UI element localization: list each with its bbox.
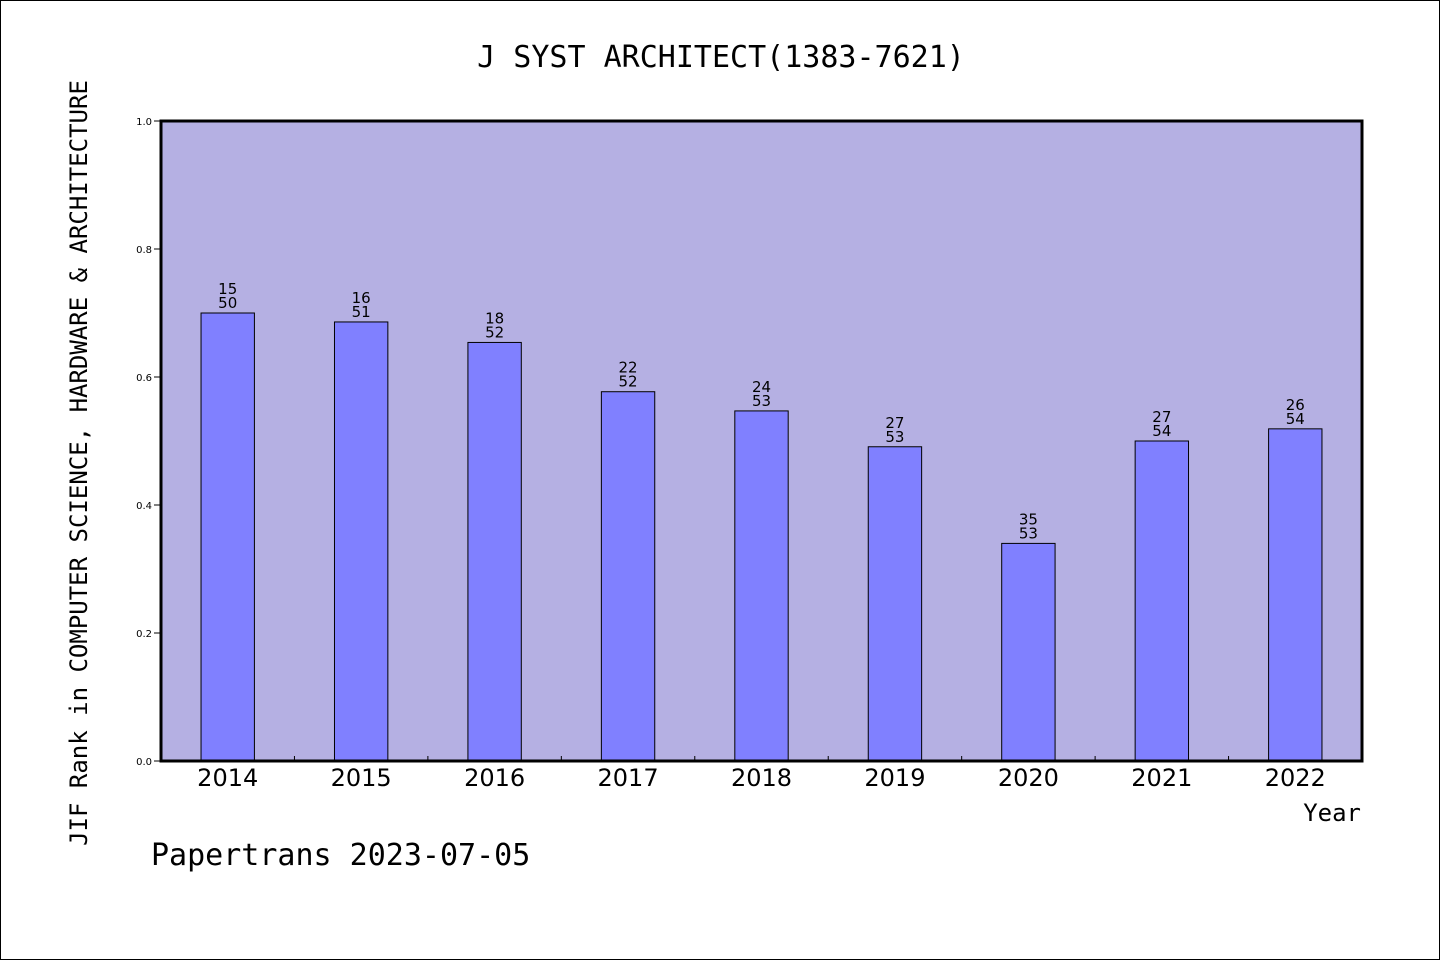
x-axis-ticks: 2014 2015 2016 2017 2018 2019 2020 2021 2022 [197,756,1326,792]
bar-label-top-2017: 22 [619,359,638,377]
bar-label-top-2015: 16 [352,289,371,307]
bar-2017 [600,391,656,762]
bar-2019 [867,446,923,762]
bar-label-top-2019: 27 [885,414,904,432]
chart-title: J SYST ARCHITECT(1383-7621) [477,40,965,75]
plot-border [159,119,1364,763]
footer-text: Papertrans 2023-07-05 [151,838,530,873]
x-tick-label-2017: 2017 [598,764,659,792]
x-tick-label-2016: 2016 [464,764,525,792]
bars-layer [200,312,1323,762]
bar-2014 [200,312,255,762]
x-tick-label-2020: 2020 [998,764,1059,792]
bar-label-bottom-2016: 52 [485,323,504,341]
bar-2021 [1134,440,1190,762]
x-axis-label: Year [1303,799,1361,827]
y-tick-label: 0.2 [136,629,152,640]
bar-label-top-2018: 24 [752,378,771,396]
bar-label-top-2022: 26 [1286,396,1305,414]
x-tick-label-2018: 2018 [731,764,792,792]
bar-label-bottom-2021: 54 [1152,422,1171,440]
x-tick-label-2015: 2015 [331,764,392,792]
x-tick-label-2021: 2021 [1131,764,1192,792]
bar-label-top-2016: 18 [485,309,504,327]
y-tick-label: 0.6 [136,373,152,384]
x-tick-label-2014: 2014 [197,764,258,792]
bar-label-bottom-2018: 53 [752,392,771,410]
bar-2018 [734,410,789,762]
x-tick-label-2019: 2019 [864,764,925,792]
bar-label-bottom-2022: 54 [1286,410,1305,428]
bar-label-top-2021: 27 [1152,408,1171,426]
bar-label-top-2014: 15 [218,280,237,298]
y-tick-label: 0.0 [136,757,152,768]
y-axis-label: JIF Rank in COMPUTER SCIENCE, HARDWARE &… [65,80,93,846]
y-axis-ticks: 0.0 0.2 0.4 0.6 0.8 1.0 [136,117,161,768]
bar-2016 [467,341,522,762]
y-tick-label: 0.4 [136,501,152,512]
bar-label-bottom-2015: 51 [352,303,371,321]
bar-label-bottom-2020: 53 [1019,524,1038,542]
bar-label-top-2020: 35 [1019,510,1038,528]
y-tick-label: 1.0 [136,117,152,128]
y-tick-label: 0.8 [136,245,152,256]
bar-2015 [333,321,389,762]
x-tick-label-2022: 2022 [1265,764,1326,792]
bar-label-bottom-2017: 52 [619,373,638,391]
bar-2022 [1268,428,1323,762]
bar-label-bottom-2014: 50 [218,294,237,312]
bar-2020 [1001,542,1056,762]
bar-label-bottom-2019: 53 [885,428,904,446]
